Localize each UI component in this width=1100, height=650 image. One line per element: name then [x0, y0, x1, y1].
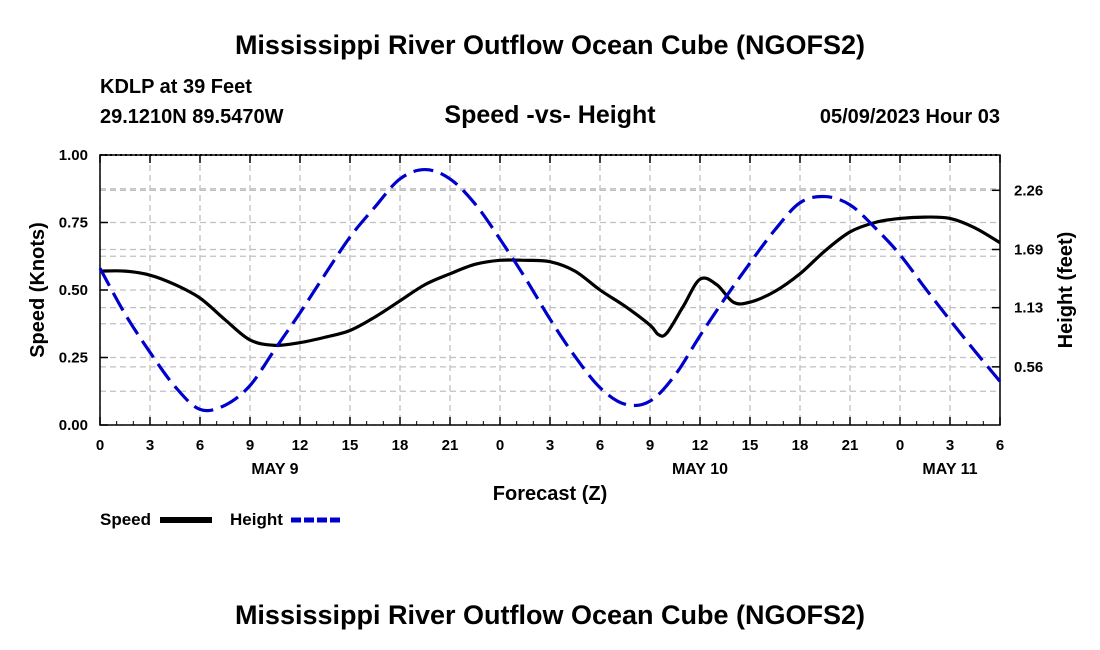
date-label: MAY 11 — [922, 461, 977, 478]
x-tick-label: 9 — [646, 437, 654, 454]
x-tick-label: 6 — [196, 437, 204, 454]
y-tick-label: 0.75 — [59, 215, 88, 232]
x-tick-label: 15 — [742, 437, 759, 454]
chart-title: Mississippi River Outflow Ocean Cube (NG… — [234, 30, 866, 60]
grid-lines — [99, 154, 1001, 426]
x-tick-label: 3 — [946, 437, 954, 454]
height-series-line — [98, 167, 1002, 413]
y2-tick-label: 0.56 — [1014, 359, 1043, 376]
footer-title: Mississippi River Outflow Ocean Cube (NG… — [234, 600, 866, 630]
x-tick-label: 12 — [292, 437, 309, 454]
station-label: KDLP at 39 Feet — [100, 76, 252, 98]
x-tick-label: 0 — [496, 437, 504, 454]
forecast-datetime: 05/09/2023 Hour 03 — [819, 106, 1000, 128]
y-axis-title: Speed (Knots) — [27, 222, 49, 358]
x-axis-title: Forecast (Z) — [493, 483, 607, 505]
axis-ticks: 0 3 6 9 12 15 18 21 0 3 6 9 12 15 18 21 0 3 6 MAY 9 MAY 10 MA… — [59, 147, 1043, 478]
legend-height-label: Height — [230, 510, 283, 529]
x-tick-label: 0 — [896, 437, 904, 454]
series-layer — [98, 167, 1002, 413]
x-tick-label: 3 — [146, 437, 154, 454]
y2-tick-label: 1.13 — [1014, 300, 1043, 317]
x-tick-label: 18 — [792, 437, 809, 454]
y2-axis-title: Height (feet) — [1055, 232, 1077, 349]
x-tick-label: 21 — [442, 437, 459, 454]
chart-subtitle: Speed -vs- Height — [444, 101, 656, 129]
date-label: MAY 9 — [251, 461, 298, 478]
x-tick-label: 6 — [596, 437, 604, 454]
y-tick-label: 0.00 — [59, 417, 88, 434]
x-tick-label: 12 — [692, 437, 709, 454]
x-tick-label: 6 — [996, 437, 1004, 454]
date-label: MAY 10 — [672, 461, 728, 478]
y2-tick-label: 2.26 — [1014, 182, 1043, 199]
station-coordinates: 29.1210N 89.5470W — [100, 106, 284, 128]
legend: Speed Height — [100, 510, 343, 529]
x-tick-label: 0 — [96, 437, 104, 454]
x-tick-label: 18 — [392, 437, 409, 454]
y-tick-label: 1.00 — [59, 147, 88, 164]
speed-series-line — [99, 215, 1001, 348]
x-tick-label: 15 — [342, 437, 359, 454]
x-tick-label: 3 — [546, 437, 554, 454]
y-tick-label: 0.25 — [59, 350, 88, 367]
legend-speed-label: Speed — [100, 510, 151, 529]
x-tick-label: 21 — [842, 437, 859, 454]
x-tick-label: 9 — [246, 437, 254, 454]
y-tick-label: 0.50 — [59, 282, 88, 299]
y2-tick-label: 1.69 — [1014, 242, 1043, 259]
